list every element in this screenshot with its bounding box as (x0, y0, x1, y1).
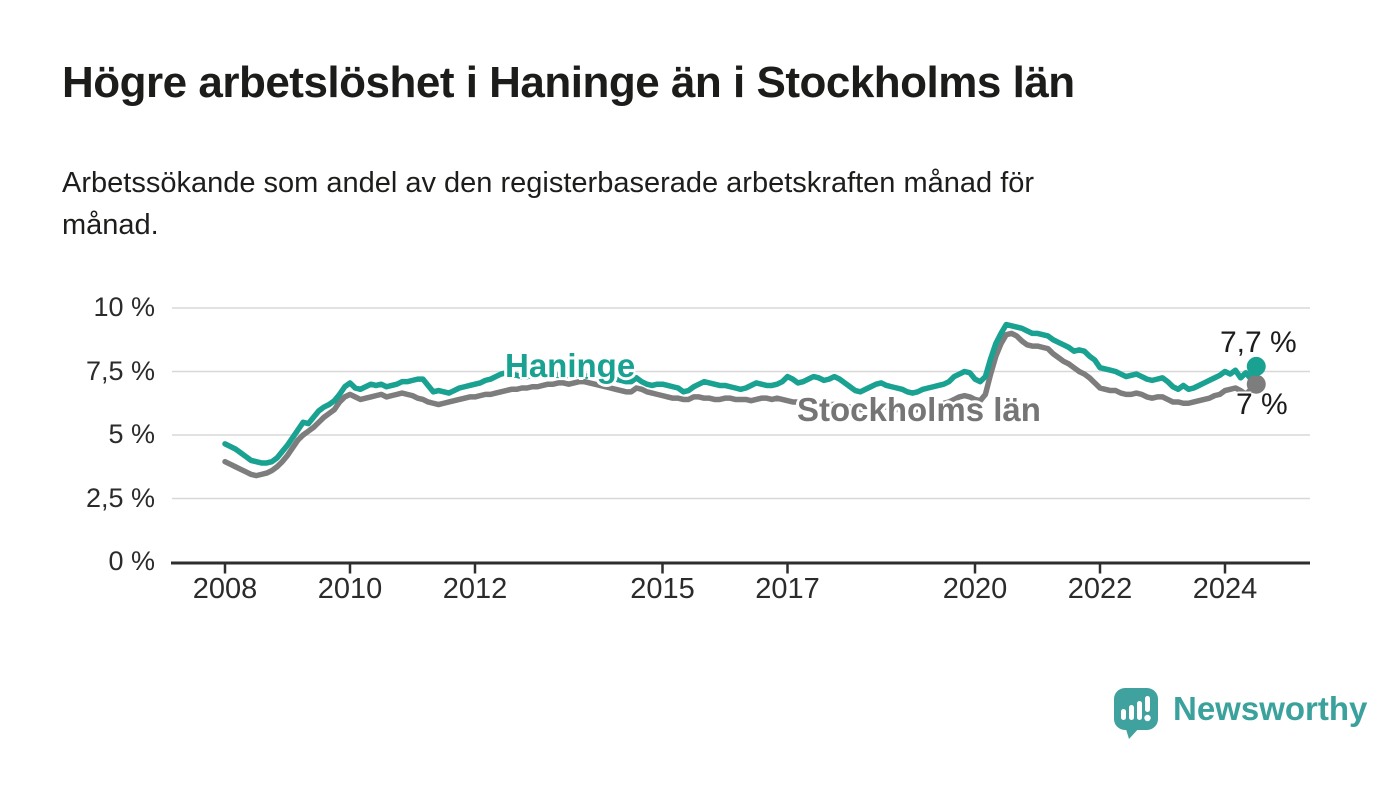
newsworthy-wordmark: Newsworthy (1173, 690, 1368, 727)
page-subtitle-line-1: Arbetssökande som andel av den registerb… (62, 167, 1035, 199)
series-label-stockholms-lan: Stockholms län (797, 391, 1041, 428)
line-haninge (222, 321, 1259, 466)
y-axis-tick-label: 5 % (108, 419, 155, 449)
page-subtitle-line-2: månad. (62, 209, 159, 241)
x-axis-tick-label: 2008 (192, 573, 258, 605)
x-axis-tick-label: 2024 (1192, 573, 1258, 605)
end-dot-stockholms-l-n (1246, 374, 1266, 394)
y-axis-tick-label: 10 % (93, 292, 155, 322)
newsworthy-logo-icon (1114, 688, 1158, 739)
y-axis-tick-label: 7,5 % (85, 355, 155, 386)
series-label-haninge: Haninge (505, 347, 636, 384)
end-value-label-stockholms-lan: 7 % (1236, 388, 1288, 421)
x-axis-tick-label: 2015 (630, 573, 695, 605)
page-title: Högre arbetslöshet i Haninge än i Stockh… (62, 58, 1075, 107)
x-axis-tick-label: 2010 (317, 573, 383, 605)
x-axis-tick-label: 2020 (942, 573, 1008, 605)
x-axis-tick-label: 2017 (755, 573, 820, 605)
newsworthy-logo: Newsworthy (1113, 688, 1367, 740)
x-axis-tick-label: 2022 (1067, 573, 1133, 605)
end-value-label-haninge: 7,7 % (1220, 326, 1297, 359)
x-axis-tick-label: 2012 (442, 573, 508, 605)
line-stockholms-l-n (222, 330, 1259, 479)
y-axis-tick-label: 0 % (108, 546, 155, 576)
end-dot-haninge (1246, 356, 1266, 376)
y-axis-tick-label: 2,5 % (85, 482, 155, 513)
